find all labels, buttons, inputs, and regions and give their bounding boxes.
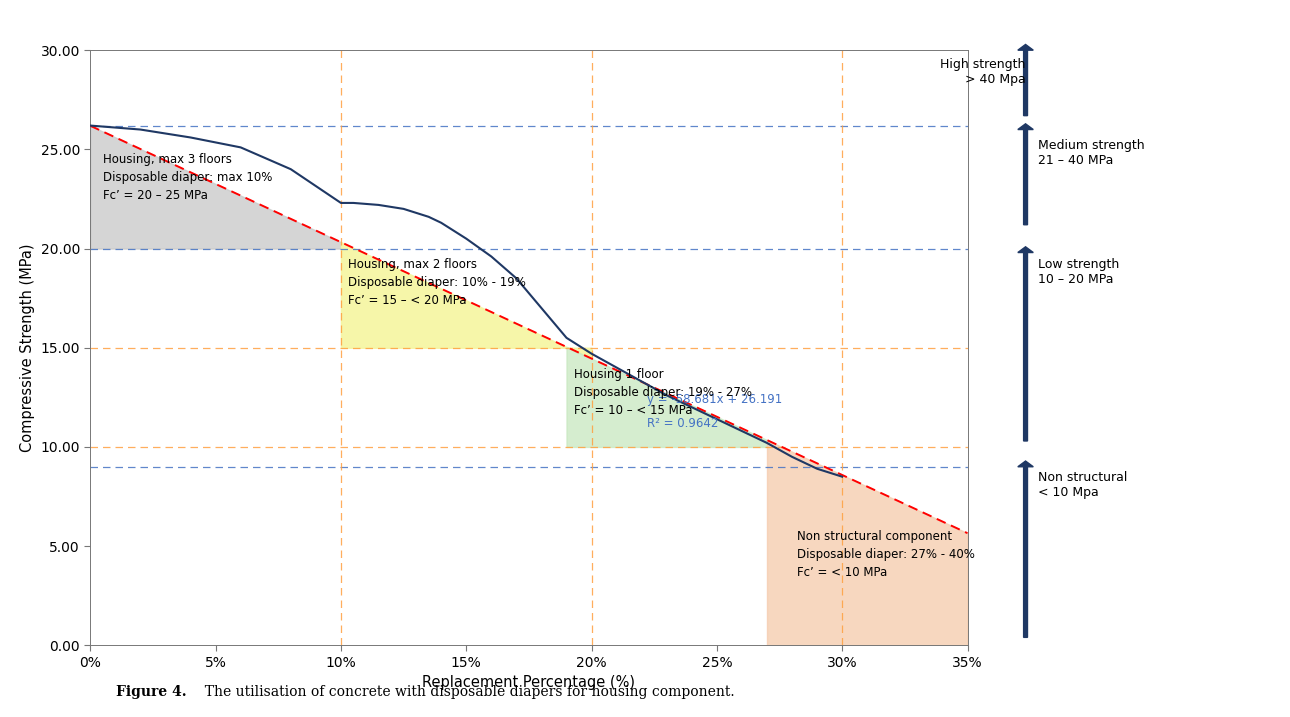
Text: y = -58.681x + 26.191: y = -58.681x + 26.191 [646,394,782,407]
Text: The utilisation of concrete with disposable diapers for housing component.: The utilisation of concrete with disposa… [196,685,735,699]
Text: Non structural component
Disposable diaper: 27% - 40%
Fc’ = < 10 MPa: Non structural component Disposable diap… [797,531,975,579]
Y-axis label: Compressive Strength (MPa): Compressive Strength (MPa) [19,244,35,452]
Text: Figure 4.: Figure 4. [116,685,187,699]
Text: Housing 1 floor
Disposable diaper: 19% - 27%
Fc’ = 10 – < 15 MPa: Housing 1 floor Disposable diaper: 19% -… [574,368,752,417]
Text: Housing, max 2 floors
Disposable diaper: 10% - 19%
Fc’ = 15 – < 20 MPa: Housing, max 2 floors Disposable diaper:… [348,259,526,308]
Text: R² = 0.9642: R² = 0.9642 [646,417,719,430]
Text: High strength
> 40 Mpa: High strength > 40 Mpa [940,58,1026,86]
Text: Housing, max 3 floors
Disposable diaper: max 10%
Fc’ = 20 – 25 MPa: Housing, max 3 floors Disposable diaper:… [103,153,272,202]
X-axis label: Replacement Percentage (%): Replacement Percentage (%) [422,675,636,690]
Text: Non structural
< 10 Mpa: Non structural < 10 Mpa [1038,471,1127,499]
Text: Medium strength
21 – 40 MPa: Medium strength 21 – 40 MPa [1038,140,1146,168]
Text: Low strength
10 – 20 MPa: Low strength 10 – 20 MPa [1038,259,1120,287]
